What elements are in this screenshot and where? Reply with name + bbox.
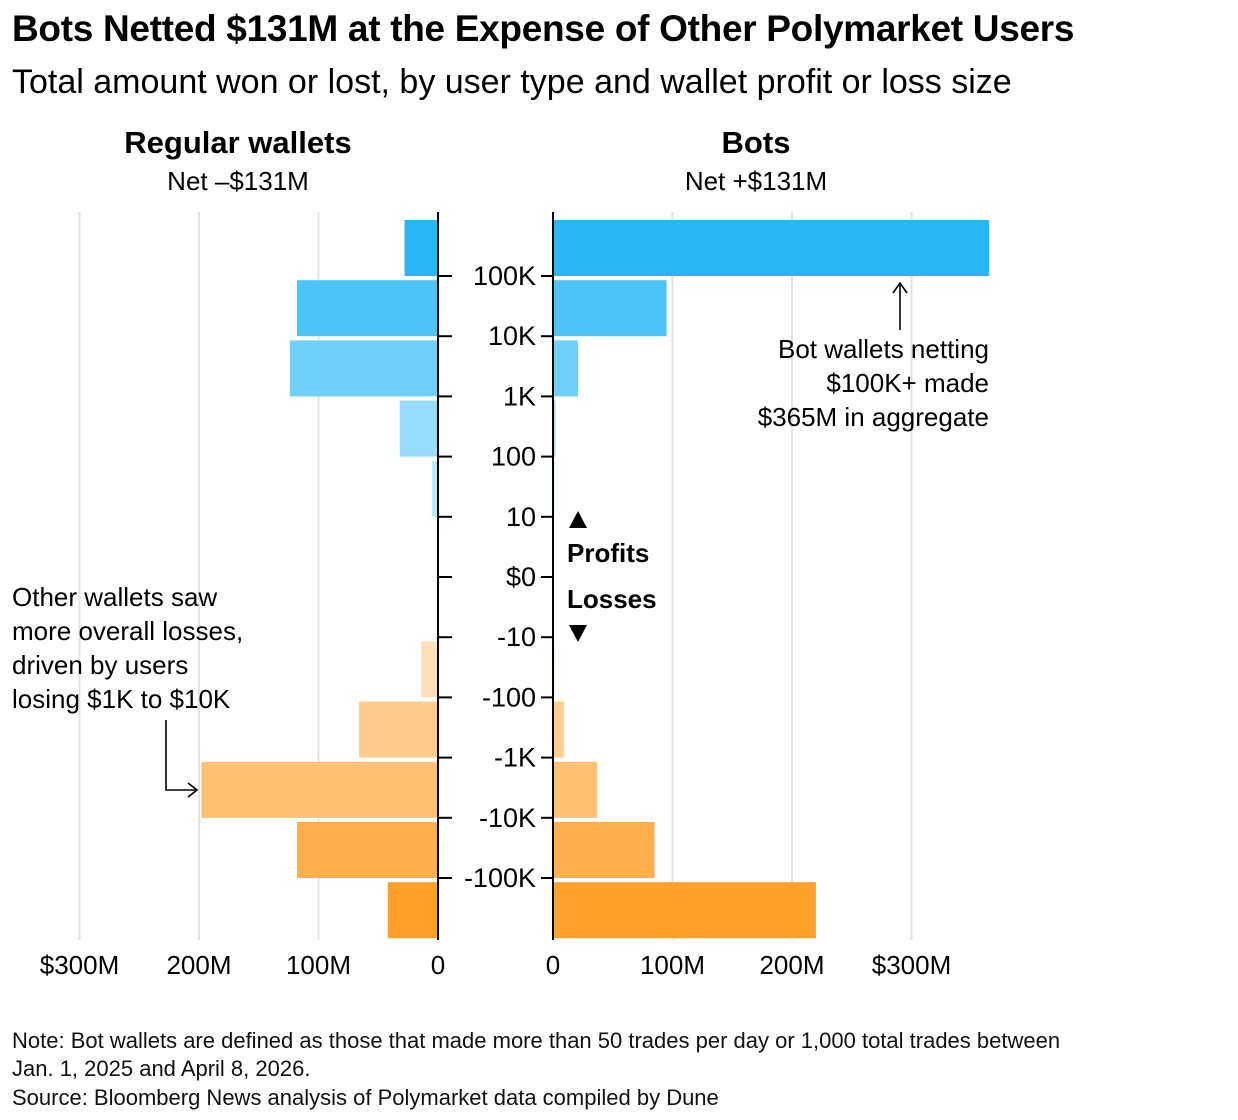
bar-left-100K+ bbox=[404, 220, 438, 276]
panel-subtitle-regular: Net –$131M bbox=[167, 166, 309, 196]
chart-title: Bots Netted $131M at the Expense of Othe… bbox=[12, 8, 1075, 49]
x-tick-label-left: 200M bbox=[166, 950, 231, 980]
bar-left--10K bbox=[296, 822, 438, 878]
bar-right-1K bbox=[553, 340, 579, 397]
category-tick-label: -1K bbox=[494, 743, 536, 773]
source-note: Source: Bloomberg News analysis of Polym… bbox=[12, 1085, 719, 1110]
annotation-regular-line: driven by users bbox=[12, 650, 188, 680]
down-triangle-icon bbox=[569, 625, 587, 642]
x-tick-label-left: 0 bbox=[431, 950, 445, 980]
x-tick-label-right: $300M bbox=[872, 950, 952, 980]
category-tick-label: $0 bbox=[506, 562, 536, 592]
bar-right-100 bbox=[553, 400, 556, 457]
bar-left-10K bbox=[296, 280, 438, 337]
bar-right--100 bbox=[553, 701, 564, 758]
x-tick-label-right: 0 bbox=[546, 950, 560, 980]
annotation-regular-line: more overall losses, bbox=[12, 616, 243, 646]
arrow-up-icon bbox=[892, 281, 908, 294]
category-tick-label: -10K bbox=[479, 803, 536, 833]
bar-right--1K bbox=[553, 761, 598, 818]
bar-left--10 bbox=[421, 641, 438, 698]
bar-left--1K bbox=[201, 761, 438, 818]
annotation-bots-line: Bot wallets netting bbox=[778, 334, 989, 364]
chart-subtitle: Total amount won or lost, by user type a… bbox=[12, 63, 1012, 101]
panel-title-regular: Regular wallets bbox=[124, 125, 351, 160]
bar-left--100 bbox=[359, 701, 438, 758]
category-tick-label: -100K bbox=[464, 863, 536, 893]
category-tick-label: 10 bbox=[506, 502, 536, 532]
arrow-right-icon bbox=[187, 782, 199, 798]
annotation-arrow-regular bbox=[165, 720, 196, 791]
bar-right--10K bbox=[553, 822, 655, 878]
category-tick-label: 100 bbox=[491, 442, 536, 472]
category-tick-label: -100 bbox=[482, 682, 536, 712]
annotation-bots-line: $100K+ made bbox=[826, 368, 989, 398]
panel-title-bots: Bots bbox=[722, 125, 791, 160]
annotation-regular-line: losing $1K to $10K bbox=[12, 684, 231, 714]
bar-left-1K bbox=[289, 340, 438, 397]
up-triangle-icon bbox=[569, 511, 587, 528]
losses-label: Losses bbox=[567, 584, 657, 614]
category-tick-label: -10 bbox=[497, 622, 536, 652]
x-tick-label-right: 100M bbox=[640, 950, 705, 980]
x-tick-label-left: $300M bbox=[40, 950, 120, 980]
bar-right--100K bbox=[553, 882, 816, 939]
category-tick-label: 1K bbox=[503, 381, 536, 411]
bar-left--100K bbox=[387, 882, 438, 939]
chart-canvas: 100K 10K 1K 100 10 $0 -10 -100 -1K -10K -100K Regul… bbox=[12, 125, 990, 980]
x-tick-label-left: 100M bbox=[286, 950, 351, 980]
footnote-line-2: Jan. 1, 2025 and April 8, 2026. bbox=[12, 1056, 311, 1081]
bar-left-100 bbox=[399, 400, 438, 457]
annotation-bots-line: $365M in aggregate bbox=[758, 402, 989, 432]
bar-left-10 bbox=[432, 460, 438, 517]
annotation-regular-line: Other wallets saw bbox=[12, 582, 217, 612]
category-tick-label: 10K bbox=[488, 321, 536, 351]
footnote-line-1: Note: Bot wallets are defined as those t… bbox=[12, 1028, 1061, 1053]
bar-right-10K bbox=[553, 280, 667, 337]
bar-right-100K+ bbox=[553, 220, 990, 276]
category-tick-label: 100K bbox=[473, 261, 536, 291]
profits-label: Profits bbox=[567, 538, 649, 568]
x-tick-label-right: 200M bbox=[759, 950, 824, 980]
panel-subtitle-bots: Net +$131M bbox=[685, 166, 827, 196]
